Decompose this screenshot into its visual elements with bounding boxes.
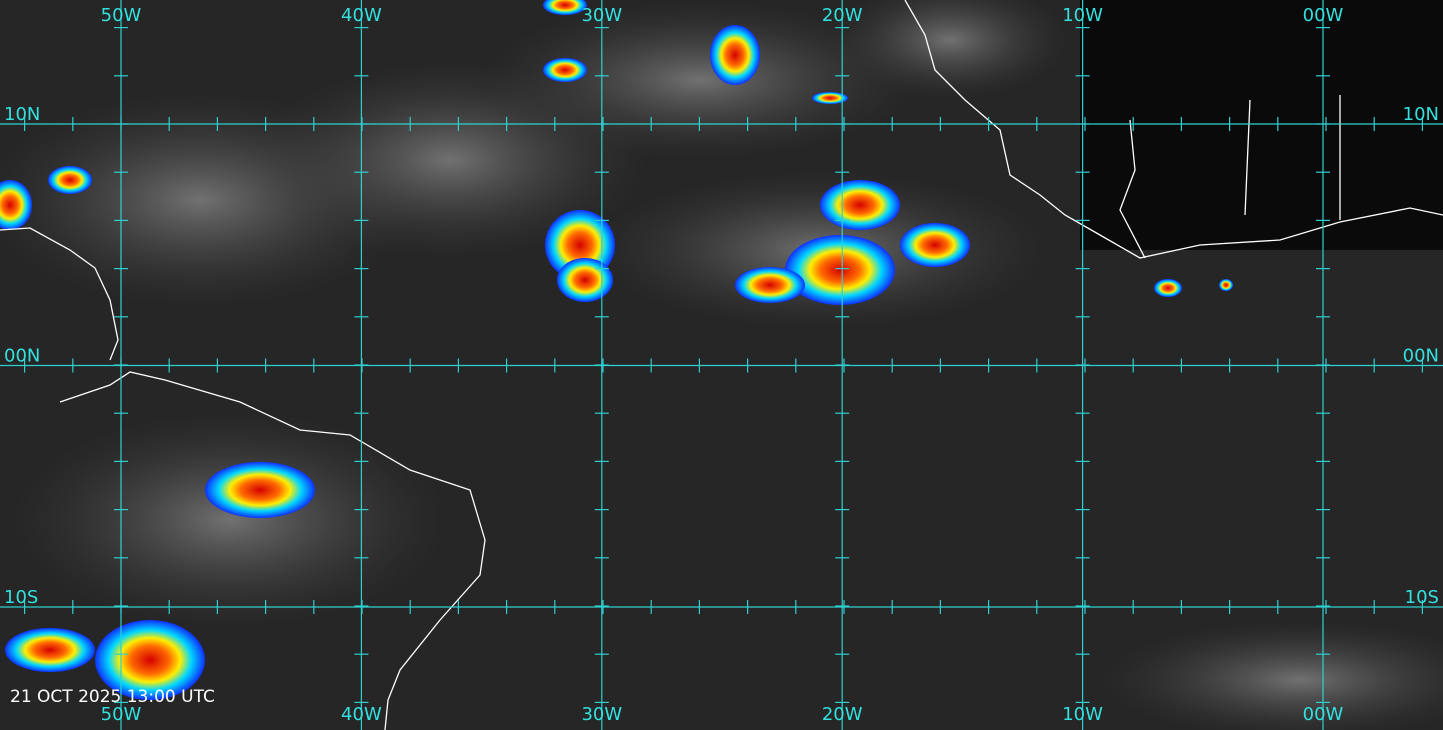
longitude-label: 50W: [101, 5, 142, 26]
longitude-label: 00W: [1303, 704, 1344, 725]
longitude-label: 10W: [1062, 5, 1103, 26]
latitude-label: 10S: [1405, 587, 1439, 608]
longitude-label: 30W: [581, 704, 622, 725]
latitude-label: 00N: [4, 346, 40, 367]
land-africa: [1080, 0, 1443, 250]
longitude-label: 00W: [1303, 5, 1344, 26]
latitude-label: 10N: [4, 104, 40, 125]
longitude-label: 20W: [822, 704, 863, 725]
longitude-label: 10W: [1062, 704, 1103, 725]
convection: [0, 0, 1233, 700]
latitude-label: 00N: [1403, 346, 1439, 367]
latitude-label: 10S: [4, 587, 38, 608]
longitude-label: 30W: [581, 5, 622, 26]
timestamp: 21 OCT 2025 13:00 UTC: [10, 687, 215, 707]
longitude-label: 40W: [341, 704, 382, 725]
latitude-label: 10N: [1403, 104, 1439, 125]
longitude-label: 50W: [101, 704, 142, 725]
longitude-label: 40W: [341, 5, 382, 26]
longitude-label: 20W: [822, 5, 863, 26]
